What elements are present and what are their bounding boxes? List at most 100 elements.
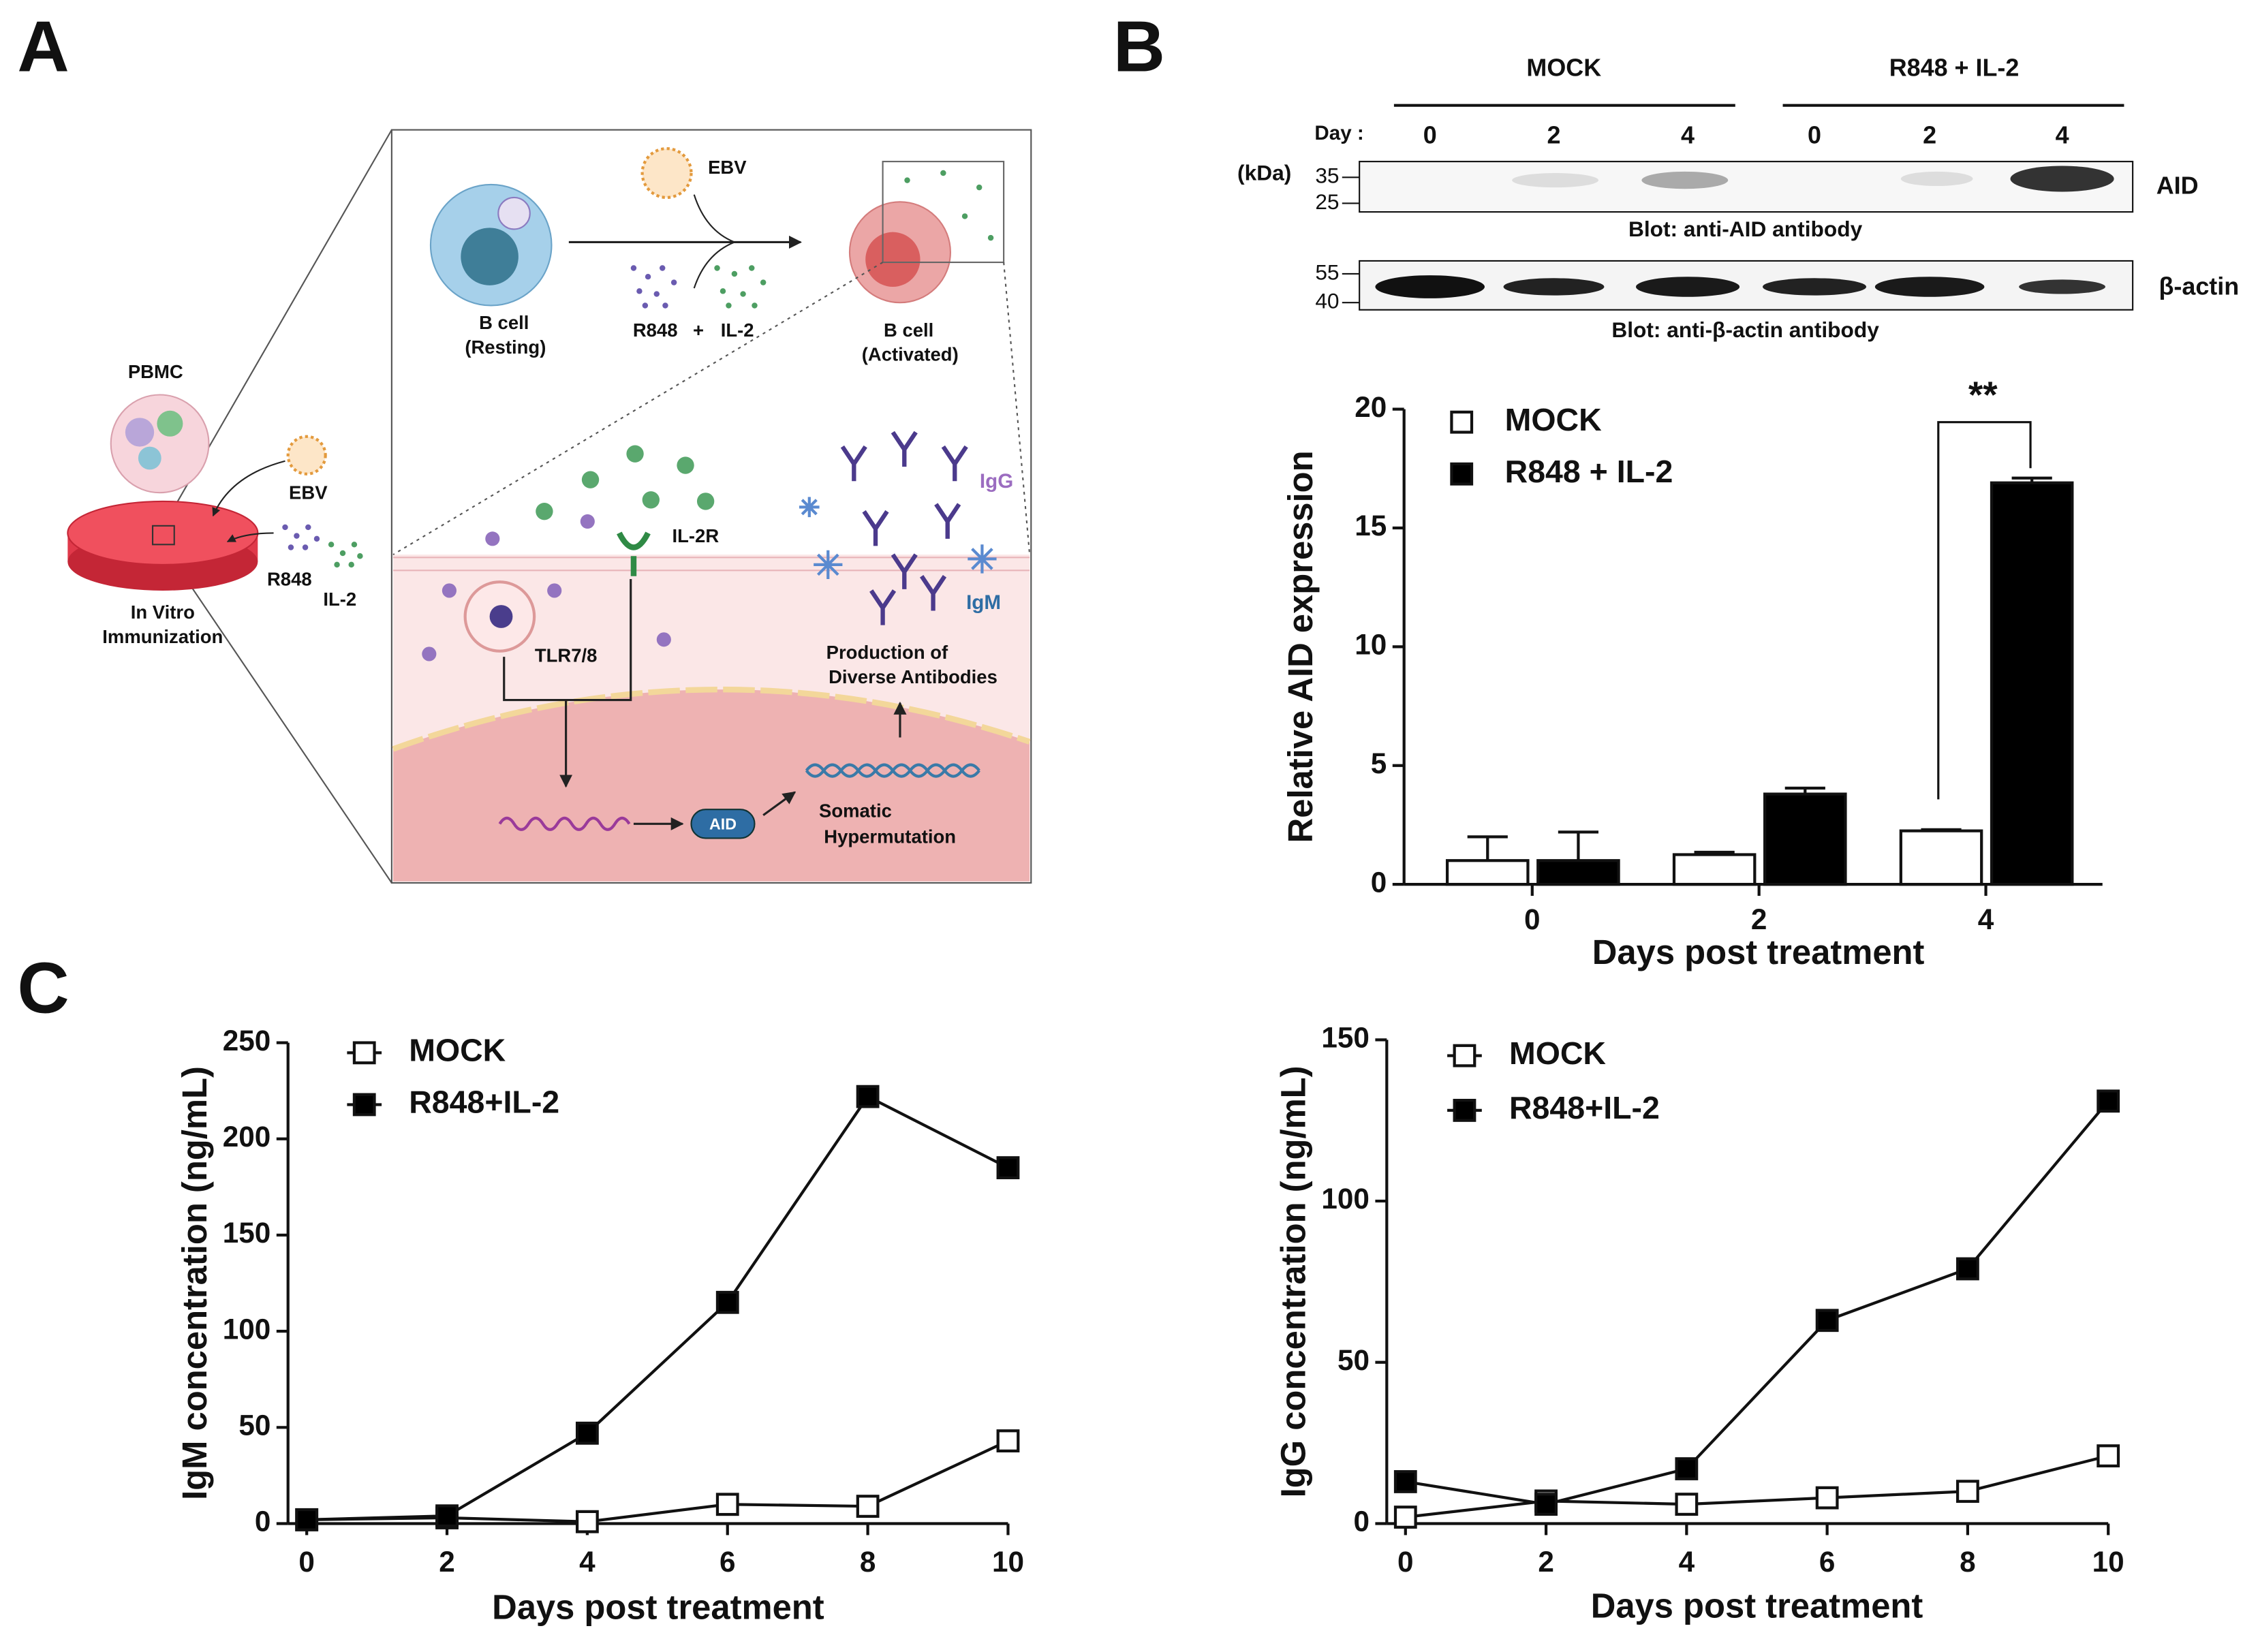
marker: 25 — [1315, 189, 1339, 214]
label: Hypermutation — [824, 826, 956, 847]
x-tick-label: 0 — [298, 1546, 315, 1578]
point — [1393, 1506, 1417, 1529]
point — [1815, 1309, 1839, 1332]
label: (Activated) — [862, 344, 959, 365]
x-tick-label: 8 — [860, 1546, 876, 1578]
diagram: PBMC EBV R848 IL-2 In Vitro Immunization… — [67, 129, 1032, 884]
point — [1956, 1480, 1979, 1503]
point — [575, 1421, 599, 1445]
bar — [1536, 859, 1620, 886]
y-tick-label: 250 — [223, 1025, 271, 1057]
label: PBMC — [128, 361, 183, 382]
y-tick-label: 0 — [255, 1506, 271, 1538]
point — [996, 1156, 1020, 1180]
panel-label: B — [1113, 6, 1165, 87]
x-tick-label: 4 — [1978, 903, 1994, 935]
series-line — [1405, 1100, 2109, 1506]
point — [2097, 1089, 2120, 1113]
y-tick-label: 0 — [1353, 1506, 1370, 1538]
kda-label: (kDa) — [1237, 161, 1291, 185]
x-tick-label: 6 — [1819, 1546, 1836, 1578]
series-line — [307, 1094, 1009, 1521]
panel-label: A — [17, 6, 69, 87]
caption: Blot: anti-β-actin antibody — [1611, 317, 1879, 342]
point — [1534, 1493, 1558, 1516]
y-tick-label: 200 — [223, 1121, 271, 1153]
legend-marker — [1453, 1044, 1476, 1067]
legend-marker — [1453, 1099, 1476, 1122]
label: B cell — [884, 320, 933, 341]
x-tick-label: 2 — [439, 1546, 455, 1578]
point — [1815, 1486, 1839, 1510]
label: R848 — [267, 568, 312, 589]
label: Immunization — [102, 626, 223, 647]
group-label: R848 + IL-2 — [1889, 53, 2020, 81]
lane-label: 0 — [1808, 121, 1821, 149]
error-bar — [1558, 830, 1599, 861]
lane-label: 0 — [1423, 121, 1437, 149]
point — [1393, 1470, 1417, 1493]
point — [2097, 1444, 2120, 1467]
point — [996, 1429, 1020, 1452]
label: IL-2R — [672, 525, 719, 546]
legend-marker — [1450, 462, 1474, 486]
group-label: MOCK — [1526, 53, 1601, 81]
bar — [1672, 853, 1757, 886]
legend-marker — [352, 1093, 376, 1117]
point — [1675, 1493, 1699, 1516]
legend-label: MOCK — [409, 1033, 506, 1068]
x-tick-label: 4 — [579, 1546, 596, 1578]
lane-label: 2 — [1547, 121, 1560, 149]
point — [715, 1290, 739, 1314]
y-tick-label: 50 — [1337, 1344, 1370, 1376]
x-tick-label: 0 — [1397, 1546, 1414, 1578]
y-tick-label: 5 — [1371, 747, 1387, 779]
bar — [1763, 792, 1847, 886]
x-tick-label: 8 — [1960, 1546, 1976, 1578]
bar — [1445, 859, 1530, 886]
x-axis-label: Days post treatment — [1591, 1587, 1923, 1625]
x-tick-label: 2 — [1538, 1546, 1554, 1578]
y-axis-label: IgM concentration (ng/mL) — [175, 1066, 214, 1500]
point — [1956, 1257, 1979, 1281]
point — [295, 1508, 319, 1531]
band-label: AID — [2156, 172, 2199, 200]
point — [435, 1504, 459, 1528]
y-tick-label: 150 — [223, 1217, 271, 1249]
label: In Vitro — [131, 602, 195, 623]
legend-label: R848+IL-2 — [1509, 1090, 1660, 1125]
band-label: β-actin — [2159, 272, 2240, 300]
y-axis-label: IgG concentration (ng/mL) — [1274, 1065, 1313, 1497]
x-tick-label: 0 — [1524, 903, 1541, 935]
label: IL-2 — [323, 589, 356, 610]
label: IL-2 — [721, 320, 754, 341]
legend-label: MOCK — [1509, 1035, 1606, 1071]
label: + — [693, 320, 704, 341]
significance-bracket — [1937, 421, 2032, 800]
label: EBV — [708, 157, 747, 178]
label: AID — [709, 815, 737, 833]
western-blot: MOCK R848 + IL-2 Day : (kDa) 35 25 55 40… — [1237, 53, 2239, 342]
y-tick-label: 20 — [1355, 391, 1387, 423]
point — [575, 1510, 599, 1533]
lane-label: 4 — [1681, 121, 1695, 149]
x-tick-label: 6 — [720, 1546, 736, 1578]
legend-label: R848 + IL-2 — [1505, 454, 1673, 489]
x-tick-label: 2 — [1751, 903, 1767, 935]
caption: Blot: anti-AID antibody — [1628, 217, 1863, 241]
lane-label: 2 — [1923, 121, 1936, 149]
label: B cell — [479, 312, 529, 333]
y-tick-label: 0 — [1371, 866, 1387, 898]
point — [715, 1493, 739, 1516]
x-tick-label: 10 — [992, 1546, 1024, 1578]
x-tick-label: 4 — [1679, 1546, 1695, 1578]
label: (Resting) — [465, 337, 546, 358]
x-axis-label: Days post treatment — [492, 1588, 824, 1627]
point — [1675, 1457, 1699, 1480]
y-tick-label: 100 — [1321, 1183, 1370, 1215]
marker: 55 — [1315, 260, 1339, 284]
label: Production of — [826, 642, 948, 663]
label: EBV — [289, 482, 328, 503]
point — [856, 1085, 880, 1108]
